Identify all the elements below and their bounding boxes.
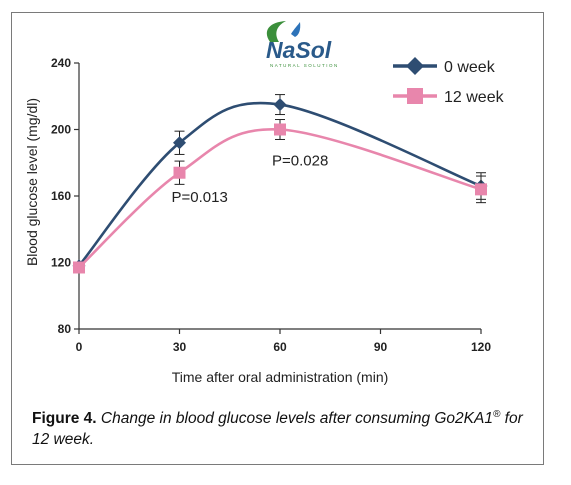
logo-drop-icon bbox=[291, 22, 301, 37]
data-point bbox=[274, 123, 286, 136]
series-line bbox=[78, 128, 482, 269]
series-2 bbox=[73, 119, 487, 274]
p-value-annotation: P=0.013 bbox=[172, 189, 228, 206]
legend-label: 0 week bbox=[444, 59, 496, 76]
chart-axes: 80 120 160 200 240 0 30 60 90 120 Time after oral … bbox=[24, 56, 491, 385]
data-point bbox=[475, 183, 487, 196]
chart-annotations: P=0.013 P=0.028 bbox=[172, 152, 329, 206]
y-tick-label: 80 bbox=[58, 322, 72, 336]
series-line bbox=[77, 101, 482, 267]
nasol-logo: NaSol NATURAL SOLUTION bbox=[266, 21, 339, 68]
logo-leaf-icon bbox=[266, 21, 286, 42]
y-tick-label: 240 bbox=[51, 56, 71, 70]
chart-legend: 0 week 12 week bbox=[393, 57, 505, 106]
caption-figure-number: Figure 4. bbox=[32, 410, 97, 428]
caption-text: Change in blood glucose levels after con… bbox=[96, 410, 493, 428]
y-tick-label: 160 bbox=[51, 189, 71, 203]
legend-swatch-marker bbox=[407, 88, 423, 104]
logo-text: NaSol bbox=[266, 37, 332, 63]
y-tick-label: 120 bbox=[51, 256, 71, 270]
x-axis-title: Time after oral administration (min) bbox=[172, 369, 389, 385]
x-tick-label: 30 bbox=[173, 340, 187, 354]
logo-subtext: NATURAL SOLUTION bbox=[270, 63, 339, 68]
data-point bbox=[273, 98, 287, 112]
p-value-annotation: P=0.028 bbox=[272, 152, 328, 169]
legend-item-2: 12 week bbox=[393, 88, 505, 106]
line-chart: NaSol NATURAL SOLUTION 80 120 160 200 240 0 30… bbox=[24, 21, 505, 385]
caption-registered-mark: ® bbox=[492, 409, 501, 420]
x-tick-label: 60 bbox=[273, 340, 287, 354]
y-tick-label: 200 bbox=[51, 123, 71, 137]
legend-label: 12 week bbox=[444, 89, 505, 106]
y-axis-title: Blood glucose level (mg/dl) bbox=[24, 98, 40, 266]
data-point bbox=[73, 261, 85, 274]
caption-text-end: for 12 week. bbox=[32, 410, 523, 449]
data-point bbox=[173, 136, 186, 150]
figure-caption: Figure 4. Change in blood glucose levels… bbox=[32, 404, 532, 450]
x-tick-label: 90 bbox=[374, 340, 388, 354]
chart-series bbox=[72, 94, 488, 274]
legend-swatch-marker bbox=[406, 57, 424, 75]
legend-item-1: 0 week bbox=[393, 57, 496, 76]
data-point bbox=[173, 166, 186, 179]
x-tick-label: 120 bbox=[471, 340, 491, 354]
x-tick-label: 0 bbox=[76, 340, 83, 354]
